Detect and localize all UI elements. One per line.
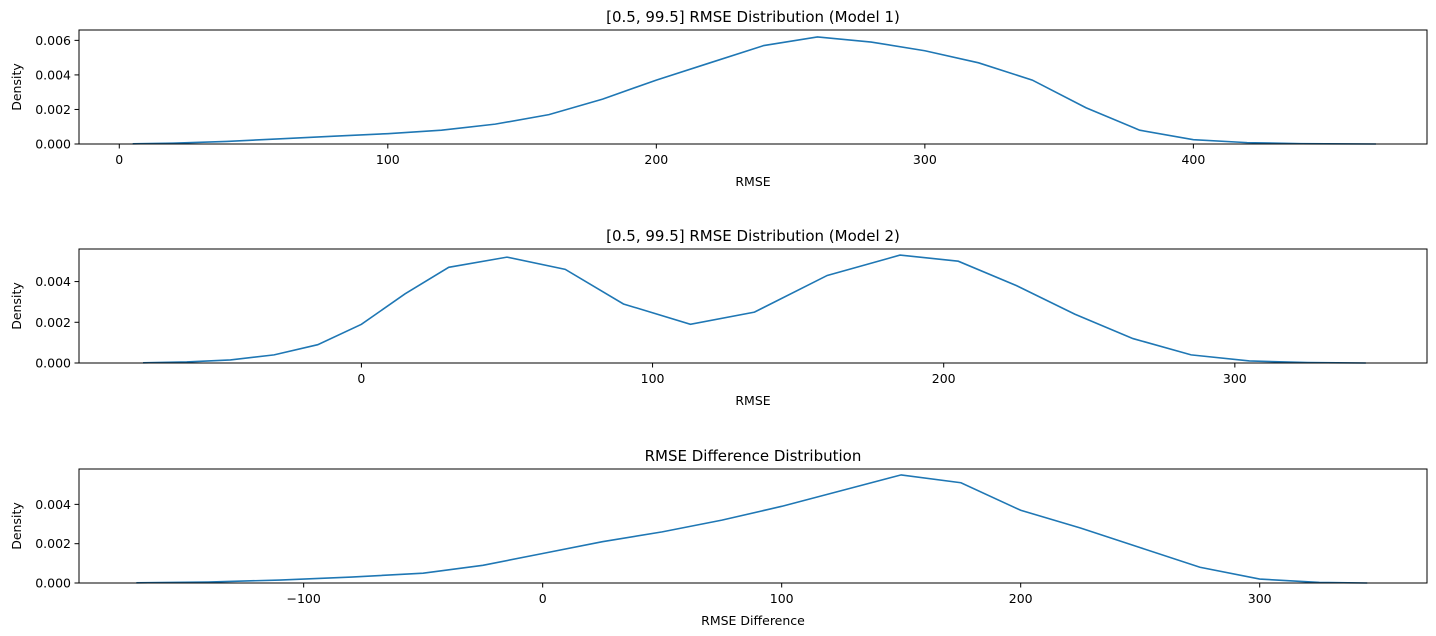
x-tick-label: −100 [286,591,320,606]
y-axis-label: Density [9,63,24,111]
x-tick-label: 0 [115,152,123,167]
x-tick-label: 200 [1009,591,1033,606]
x-tick-label: 0 [357,371,365,386]
x-axis-label: RMSE Difference [701,613,805,628]
density-curve [132,36,1376,145]
x-tick-label: 0 [539,591,547,606]
y-axis-label: Density [9,282,24,330]
density-curve [143,254,1366,364]
chart-panel-2: 0 100 200 300 0.000 0.002 0.004 [0.5, 99.5] RMS… [9,227,1428,408]
plot-frame [78,468,1428,584]
y-tick-label: 0.002 [35,536,71,551]
x-tick-label: 100 [770,591,794,606]
chart-panel-1: 0 100 200 300 400 0.000 0.002 0.004 0.006 [0.5, 9… [9,8,1428,189]
x-tick-label: 400 [1181,152,1205,167]
x-tick-label: 300 [913,152,937,167]
y-tick-label: 0.000 [35,137,71,152]
chart-title: RMSE Difference Distribution [645,447,862,465]
chart-title: [0.5, 99.5] RMSE Distribution (Model 1) [606,8,900,26]
y-tick-label: 0.002 [35,315,71,330]
y-tick-label: 0.002 [35,102,71,117]
y-tick-label: 0.000 [35,356,71,371]
x-tick-label: 300 [1248,591,1272,606]
y-tick-label: 0.004 [35,497,71,512]
density-curve [136,474,1368,584]
x-tick-label: 100 [376,152,400,167]
plot-frame [78,248,1428,364]
y-tick-label: 0.006 [35,33,71,48]
chart-title: [0.5, 99.5] RMSE Distribution (Model 2) [606,227,900,245]
x-tick-label: 200 [644,152,668,167]
x-tick-label: 200 [932,371,956,386]
plot-frame [78,29,1428,145]
x-axis-label: RMSE [735,174,770,189]
x-tick-label: 300 [1223,371,1247,386]
y-tick-label: 0.000 [35,576,71,591]
x-tick-label: 100 [641,371,665,386]
y-axis-label: Density [9,502,24,550]
y-tick-label: 0.004 [35,67,71,82]
x-axis-label: RMSE [735,393,770,408]
y-tick-label: 0.004 [35,274,71,289]
chart-panel-3: −100 0 100 200 300 0.000 0.002 0.004 RMSE Differ… [9,447,1428,628]
